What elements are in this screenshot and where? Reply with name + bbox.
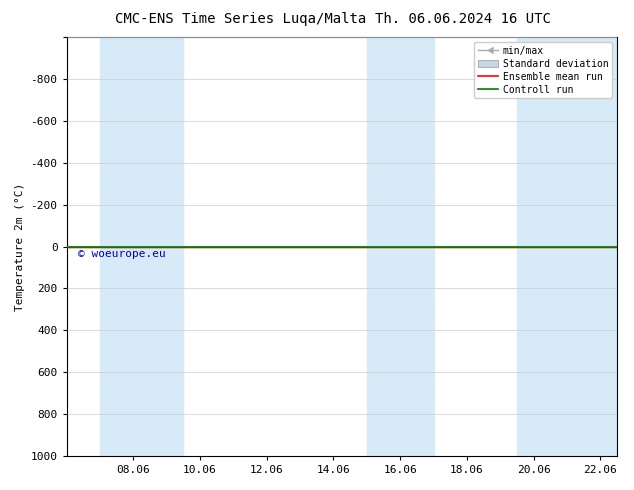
Bar (517, 37, 617, 456)
Legend: min/max, Standard deviation, Ensemble mean run, Controll run: min/max, Standard deviation, Ensemble me… (474, 42, 612, 98)
Bar (100, 37, 183, 456)
Bar (367, 37, 434, 456)
Text: © woeurope.eu: © woeurope.eu (77, 248, 165, 259)
Text: Th. 06.06.2024 16 UTC: Th. 06.06.2024 16 UTC (375, 12, 551, 26)
Y-axis label: Temperature 2m (°C): Temperature 2m (°C) (15, 182, 25, 311)
Text: CMC-ENS Time Series Luqa/Malta: CMC-ENS Time Series Luqa/Malta (115, 12, 366, 26)
